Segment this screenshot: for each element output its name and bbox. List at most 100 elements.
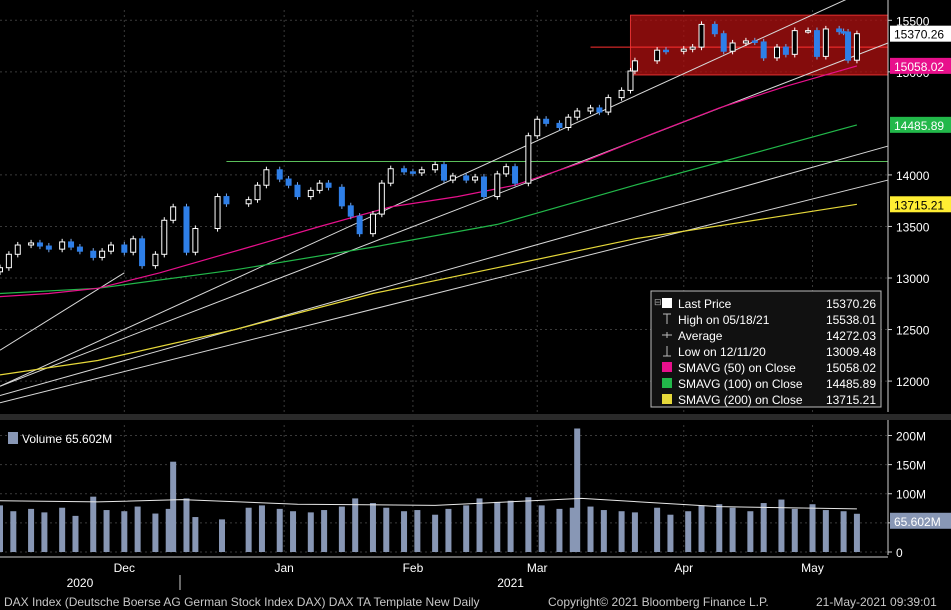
candle-body [596,107,603,113]
legend-collapse-icon: ⊟ [654,297,662,307]
volume-bar [90,496,97,552]
candle-body [680,48,687,52]
candle-body [711,23,718,35]
volume-bar [0,505,3,552]
candle-body [618,89,625,99]
volume-bar [654,507,661,552]
volume-average-line [0,497,857,510]
price-tick-label: 13000 [896,272,930,286]
sma50-line [0,65,858,298]
candle-body [822,28,829,57]
candle-body [285,178,292,186]
trendline [0,145,889,396]
legend-value: 14272.03 [826,329,876,343]
year-label: 2020 [67,576,94,590]
legend-label: Last Price [678,297,732,311]
volume-bar [507,500,514,552]
volume-bar [556,508,563,552]
volume-bar [183,498,190,552]
candle-body [36,242,43,247]
candle-body [512,166,519,184]
legend-label: Low on 12/11/20 [678,345,766,359]
candle-body [418,169,425,174]
time-tick-label: Jan [274,561,293,575]
volume-bar [134,506,141,552]
volume-bar [476,498,483,552]
volume-bar [383,507,390,552]
value-label-bg [890,57,951,74]
candle-body [654,49,661,62]
volume-bar [307,512,314,552]
time-tick-label: Apr [674,561,693,575]
candle-body [316,182,323,191]
time-tick-label: Feb [403,561,424,575]
candle-body [28,242,35,246]
candle-body [294,184,301,198]
value-label-bg [890,196,951,213]
trendline [0,272,125,351]
volume-bar [103,510,110,552]
volume-tick-label: 200M [896,429,926,443]
volume-value-label-bg [890,512,951,529]
candle-body [503,166,510,175]
candle-body [90,250,97,258]
legend-label: SMAVG (50) on Close [678,361,796,375]
candle-body [791,30,798,55]
candle-body [99,250,106,258]
volume-bar [791,508,798,552]
volume-bar [600,510,607,552]
volume-bar [401,511,408,552]
time-tick-label: May [801,561,824,575]
candle-body [729,42,736,52]
value-label: 15370.26 [894,28,944,42]
volume-bar [219,519,225,552]
volume-bar [569,507,576,552]
candle-body [565,116,572,129]
value-label: 14485.89 [894,119,944,133]
candle-body [449,175,456,181]
candle-body [121,244,128,253]
candle-body [805,30,812,33]
volume-bar [716,504,723,552]
trendline [0,42,889,387]
volume-bar [631,512,638,552]
volume-bar [587,506,594,552]
candle-body [574,110,581,118]
volume-bar [170,461,177,552]
volume-bar [667,514,674,552]
legend-box [650,290,882,408]
value-label-bg [890,116,951,133]
candle-body [338,186,345,207]
legend-value: 15058.02 [826,361,876,375]
volume-bar [290,511,297,552]
candle-body [14,244,21,255]
volume-bar [414,510,421,552]
candle-body [108,244,114,252]
candle-body [192,228,199,253]
candle-body [347,205,354,217]
candle-body [463,175,470,181]
yellow-square-icon [662,394,672,404]
candle-body [627,70,634,91]
legend-label: High on 05/18/21 [678,313,770,327]
volume-bar [809,504,816,552]
price-tick-label: 14000 [896,169,930,183]
value-label: 15058.02 [894,60,944,74]
candle-body [663,49,669,53]
candle-body [742,40,749,44]
price-tick-label: 12500 [896,324,930,338]
candle-body [441,164,447,181]
volume-bar [698,505,705,552]
volume-bar [463,505,470,552]
volume-bar [432,514,439,552]
footer-source: DAX Index (Deutsche Boerse AG German Sto… [4,595,480,609]
candle-body [45,245,52,250]
value-label-bg [890,25,951,42]
candle-body [836,28,843,33]
legend-label: Average [678,329,723,343]
volume-bar [778,499,785,552]
candle-body [525,135,532,184]
candle-body [68,241,75,248]
volume-bar [192,517,199,552]
volume-tick-label: 100M [896,488,926,502]
